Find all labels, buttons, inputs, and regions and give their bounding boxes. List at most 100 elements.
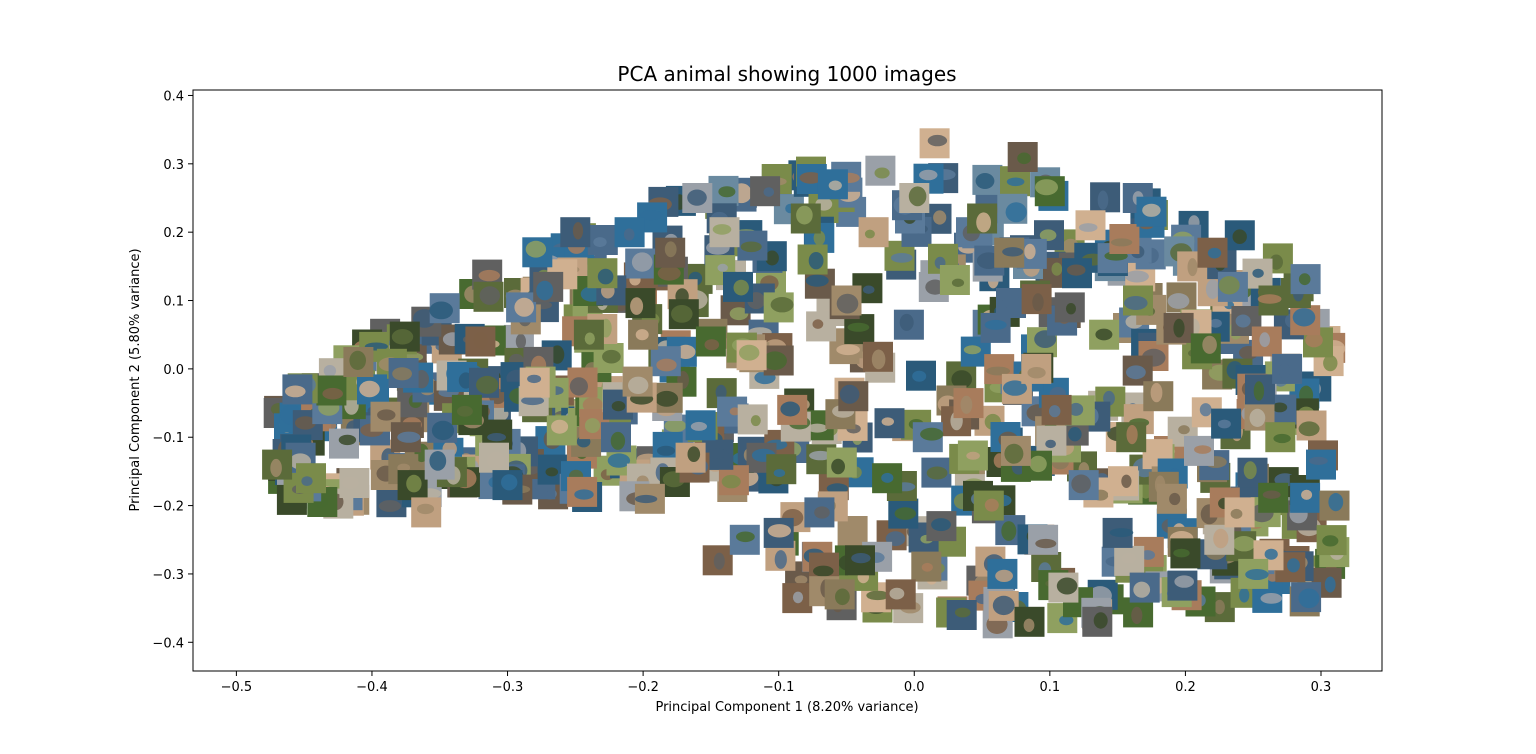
image-thumbnail-point (1197, 237, 1228, 268)
image-thumbnail-point (790, 203, 821, 234)
image-thumbnail-point (919, 128, 950, 159)
image-thumbnail (988, 590, 1019, 621)
image-thumbnail-point (628, 319, 659, 350)
image-thumbnail-point (865, 155, 896, 186)
image-thumbnail-point (262, 449, 293, 480)
image-thumbnail-point (953, 388, 984, 419)
image-thumbnail-point (1068, 470, 1099, 501)
image-thumbnail (469, 367, 499, 398)
image-thumbnail-point (1211, 408, 1242, 439)
image-thumbnail (1090, 182, 1121, 213)
image-thumbnail-point (675, 442, 706, 473)
image-thumbnail-point (424, 449, 455, 480)
image-thumbnail (1316, 525, 1347, 556)
image-thumbnail-point (567, 476, 598, 507)
image-thumbnail (826, 447, 857, 478)
image-thumbnail-point (533, 271, 564, 302)
image-thumbnail-point (655, 237, 686, 268)
y-tick-label: −0.1 (152, 431, 184, 446)
y-axis: −0.4 −0.3 −0.2 −0.1 0.0 0.1 0.2 0.3 0.4 (152, 89, 193, 651)
image-thumbnail (1290, 305, 1321, 336)
image-thumbnail-point (1109, 224, 1140, 254)
image-thumbnail-point (885, 579, 916, 610)
image-thumbnail (1237, 457, 1268, 488)
image-thumbnail-point (1163, 312, 1194, 343)
image-thumbnail-point (390, 422, 421, 453)
image-thumbnail-point (1028, 524, 1059, 555)
image-thumbnail (782, 583, 813, 614)
x-tick-label: 0.2 (1175, 680, 1196, 695)
image-thumbnail (593, 343, 624, 373)
image-thumbnail-point (1156, 483, 1187, 514)
image-thumbnail-point (1089, 319, 1120, 350)
image-thumbnail (316, 375, 347, 406)
x-tick-label: −0.1 (763, 680, 795, 695)
image-thumbnail-point (1136, 196, 1167, 227)
image-thumbnail (522, 237, 553, 268)
image-thumbnail (429, 293, 460, 324)
image-thumbnail-point (980, 312, 1011, 343)
image-thumbnail (1167, 570, 1198, 601)
image-thumbnail (893, 309, 924, 340)
image-thumbnail (1054, 292, 1085, 323)
image-thumbnail-point (912, 422, 944, 453)
image-thumbnail-point (1257, 285, 1289, 316)
image-thumbnail (921, 457, 952, 488)
image-thumbnail-point (1245, 374, 1275, 405)
image-thumbnail-point (939, 265, 970, 295)
image-thumbnail-point (587, 258, 618, 289)
image-thumbnail (1290, 482, 1321, 513)
image-thumbnail-point (573, 319, 604, 350)
image-thumbnail-point (546, 415, 577, 446)
image-thumbnail (685, 410, 716, 441)
image-thumbnail (1034, 220, 1064, 251)
y-axis-title: Principal Component 2 (5.80% variance) (128, 248, 143, 511)
image-thumbnail-point (858, 217, 889, 248)
image-thumbnail (339, 468, 370, 498)
image-thumbnail-point (1265, 422, 1296, 453)
image-thumbnail-point (777, 394, 808, 425)
image-thumbnail (708, 175, 739, 206)
x-axis: −0.5 −0.4 −0.3 −0.2 −0.1 0.0 0.1 0.2 0.3 (221, 671, 1331, 695)
image-thumbnail-point (926, 511, 957, 542)
image-thumbnail-point (872, 463, 903, 494)
image-thumbnail (766, 454, 797, 485)
y-tick-label: 0.2 (163, 226, 184, 241)
image-thumbnail-point (1319, 490, 1350, 521)
image-thumbnail-point (845, 545, 875, 576)
x-tick-label: 0.0 (904, 680, 925, 695)
image-thumbnail-point (1041, 394, 1072, 425)
image-thumbnail (1114, 545, 1145, 576)
image-thumbnail (1021, 284, 1052, 315)
image-thumbnail-point (817, 169, 848, 200)
image-thumbnail-point (519, 367, 550, 398)
image-thumbnail (652, 431, 683, 462)
image-thumbnail-point (1217, 271, 1248, 302)
image-thumbnail (1122, 355, 1153, 386)
x-axis-title: Principal Component 1 (8.20% variance) (655, 700, 918, 715)
y-tick-label: 0.4 (163, 89, 184, 104)
image-thumbnail-point (634, 483, 665, 514)
image-thumbnail-point (668, 299, 699, 330)
image-thumbnail-point (560, 217, 591, 248)
x-tick-label: −0.4 (356, 680, 388, 695)
image-thumbnail-point (479, 442, 509, 473)
image-thumbnail-point (899, 183, 930, 213)
plot-area-frame (192, 89, 1383, 672)
x-tick-label: −0.2 (627, 680, 659, 695)
image-thumbnail (806, 311, 837, 342)
image-thumbnail-point (397, 470, 428, 501)
image-thumbnail-point (282, 374, 313, 405)
image-thumbnail (1291, 582, 1322, 613)
image-thumbnail-point (1082, 606, 1113, 637)
image-thumbnail-point (601, 422, 631, 453)
image-thumbnail-point (451, 394, 482, 425)
image-thumbnail (972, 164, 1003, 195)
image-thumbnail-point (906, 360, 936, 391)
image-thumbnail (997, 193, 1028, 224)
y-tick-label: 0.3 (163, 158, 184, 173)
image-thumbnail-point (736, 340, 767, 371)
y-tick-label: 0.0 (163, 363, 184, 378)
y-tick-label: 0.1 (163, 295, 184, 310)
